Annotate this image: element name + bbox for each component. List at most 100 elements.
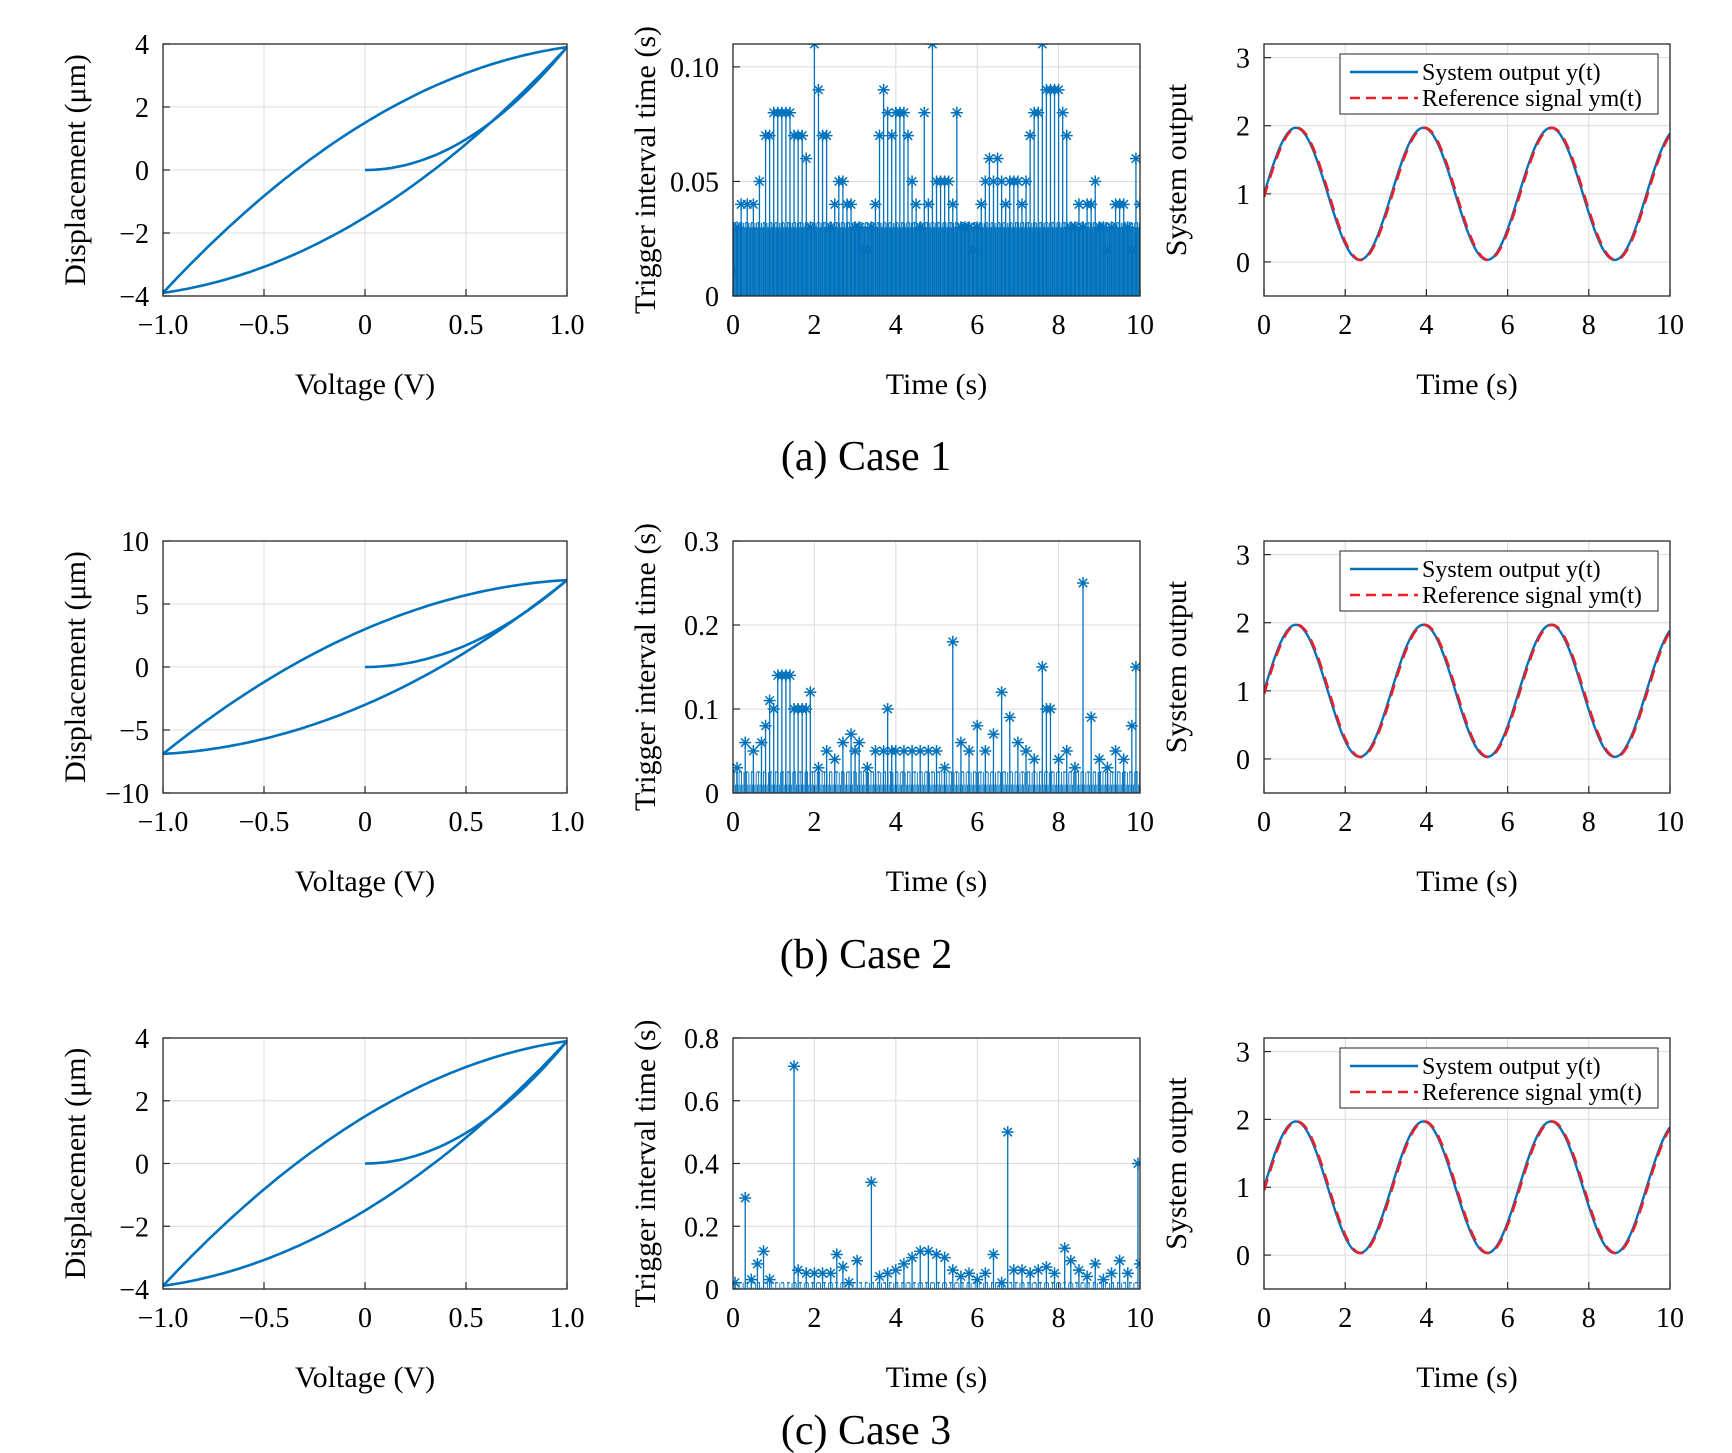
x-tick-label: 10	[1656, 310, 1684, 341]
stem-marker	[1121, 1267, 1134, 1280]
stem-marker	[918, 106, 931, 119]
x-tick-label: 2	[807, 807, 821, 838]
y-tick-label: 0.8	[684, 1024, 719, 1055]
stem-marker	[1048, 1267, 1061, 1280]
y-axis-label: Trigger interval time (s)	[629, 1019, 662, 1307]
stem-marker	[1101, 761, 1114, 774]
chart-line-1: −1.0 −0.5 0 0.5 1.0 −4 −2 0 2 4 Voltage (V) Displac…	[59, 1024, 585, 1394]
x-tick-label: 10	[1126, 807, 1154, 838]
stem-marker	[877, 83, 890, 96]
stem-marker	[954, 736, 967, 749]
x-tick-label: 10	[1126, 1303, 1154, 1334]
stem-marker	[1134, 1257, 1140, 1270]
stem-marker	[926, 44, 939, 50]
stem-marker	[853, 221, 866, 234]
stem-marker	[902, 129, 915, 142]
stem-marker	[938, 761, 951, 774]
stem-marker	[995, 1276, 1008, 1289]
legend: System output y(t)Reference signal ym(t)	[1339, 550, 1659, 612]
stem-marker	[851, 1254, 864, 1267]
stem-marker	[836, 175, 849, 188]
x-tick-label: −1.0	[138, 1303, 189, 1334]
stem-marker	[853, 736, 866, 749]
stem-marker	[971, 1273, 984, 1286]
y-tick-label: 0.6	[684, 1087, 719, 1118]
legend: System output y(t)Reference signal ym(t)	[1339, 1047, 1659, 1109]
stem-marker	[739, 1192, 752, 1205]
stem-marker	[1032, 106, 1045, 119]
stem-marker	[1044, 703, 1057, 715]
stem-marker	[971, 719, 984, 732]
legend-entry-reference-signal: Reference signal ym(t)	[1422, 583, 1642, 609]
y-tick-label: 0	[135, 156, 149, 187]
stem-marker	[963, 745, 976, 757]
stem-marker	[812, 761, 825, 774]
stem-marker	[1117, 753, 1130, 766]
x-tick-label: 0	[1257, 1303, 1271, 1334]
stem-marker	[1105, 221, 1118, 234]
stem-marker	[979, 745, 992, 757]
stem-marker	[1077, 577, 1090, 589]
stem-marker	[1036, 44, 1049, 50]
x-tick-label: 0	[726, 1303, 740, 1334]
stem-marker	[946, 1264, 959, 1277]
x-axis-label: Time (s)	[1416, 865, 1517, 898]
row-case-2: (b) Case 2 −1.0 −0.5 0 0.5 1.0−10−50510Volta…	[59, 523, 1684, 978]
y-tick-label: 0	[1236, 1241, 1250, 1272]
x-tick-label: 6	[970, 1303, 984, 1334]
stem-marker	[808, 44, 821, 50]
stem-marker	[820, 745, 833, 757]
y-tick-label: 2	[1236, 609, 1250, 640]
y-tick-label: 3	[1236, 44, 1250, 75]
stem-marker	[845, 728, 858, 741]
stem-marker	[865, 221, 878, 234]
x-tick-label: 4	[889, 310, 903, 341]
y-tick-label: −2	[119, 1212, 149, 1243]
stem-marker	[1109, 745, 1122, 757]
stem-marker	[1003, 711, 1016, 724]
stem-marker	[824, 1267, 837, 1280]
stem-marker	[757, 1245, 770, 1258]
stem-marker	[897, 1257, 910, 1270]
caption-case-1: (a) Case 1	[781, 434, 951, 480]
stem-marker	[1129, 152, 1140, 165]
row-case-1: (a) Case 1 −1.0 −0.5 0 0.5 1.0 −4 −2 0 2 4 Voltage…	[59, 26, 1684, 480]
stem-marker	[1058, 1242, 1071, 1255]
stem-marker	[946, 635, 959, 648]
x-tick-label: 10	[1126, 310, 1154, 341]
axes-frame	[162, 540, 568, 794]
stem-marker	[979, 175, 992, 188]
x-tick-label: 6	[970, 310, 984, 341]
y-tick-label: 2	[135, 1087, 149, 1118]
stem-marker	[804, 686, 817, 699]
stem-marker	[751, 1257, 764, 1270]
stem-marker	[910, 198, 923, 211]
stem-marker	[1072, 198, 1085, 211]
x-tick-label: 1.0	[550, 1303, 585, 1334]
row-case-3: (c) Case 3 −1.0 −0.5 0 0.5 1.0 −4 −2 0 2 4 Voltage…	[59, 1019, 1684, 1453]
stem-marker	[849, 745, 862, 757]
plot-area	[1264, 126, 1670, 262]
x-tick-label: 4	[1419, 1303, 1433, 1334]
y-tick-label: 10	[121, 527, 149, 558]
x-axis-label: Time (s)	[1416, 1361, 1517, 1394]
legend-entry-reference-signal: Reference signal ym(t)	[1422, 86, 1642, 112]
axes-frame	[732, 1037, 1141, 1290]
x-tick-label: 0	[1257, 807, 1271, 838]
stem-marker	[1125, 244, 1138, 257]
x-axis-label: Voltage (V)	[295, 1361, 435, 1394]
stem-marker	[745, 1273, 758, 1286]
stem-marker	[845, 198, 858, 211]
x-tick-label: −1.0	[138, 807, 189, 838]
y-tick-label: 1	[1236, 1173, 1250, 1204]
stem-marker	[971, 221, 984, 234]
y-tick-label: 2	[1236, 1105, 1250, 1136]
plot-area	[163, 45, 567, 295]
x-tick-label: 4	[1419, 310, 1433, 341]
x-tick-label: 0	[726, 310, 740, 341]
stem-marker	[820, 129, 833, 142]
hysteresis-upper-branch	[163, 578, 567, 755]
x-tick-label: 10	[1656, 1303, 1684, 1334]
x-axis-label: Time (s)	[886, 1361, 987, 1394]
